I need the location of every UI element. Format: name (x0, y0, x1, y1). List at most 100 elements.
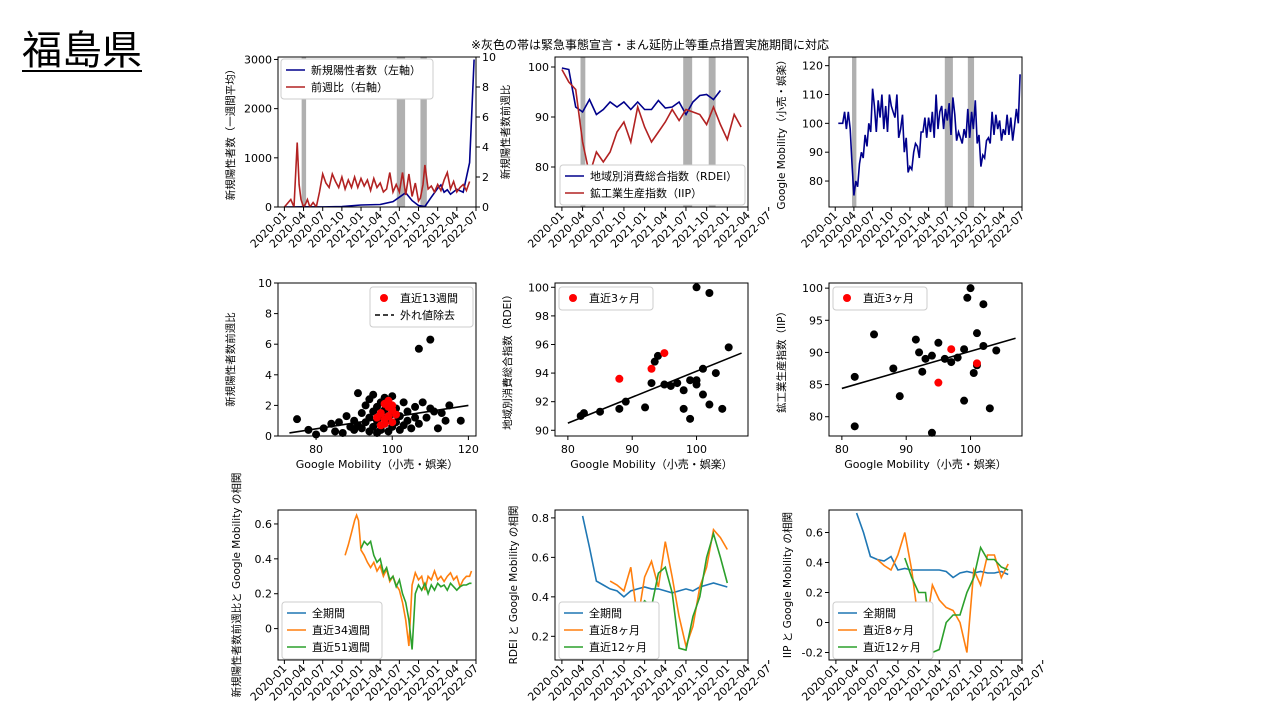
axes-frame (828, 509, 1023, 661)
scatter-point (327, 419, 336, 428)
scatter-point (441, 416, 450, 425)
y2-tick-label: 10 (482, 51, 496, 64)
scatter-point (353, 389, 362, 398)
y-tick-label: -0.2 (802, 647, 823, 660)
y-tick-label: 80 (535, 161, 549, 174)
recent-point (388, 418, 397, 427)
scatter-point (979, 300, 988, 309)
legend-label: 直近3ヶ月 (589, 291, 640, 305)
y-tick-label: 90 (809, 346, 823, 359)
x-tick-label: 90 (625, 443, 639, 456)
recent-point (392, 410, 401, 419)
y-tick-label: 0.8 (532, 512, 550, 525)
recent-point (376, 409, 385, 418)
y-tick-label: 80 (809, 411, 823, 424)
y2-tick-label: 0 (482, 201, 489, 214)
y-tick-label: 90 (535, 424, 549, 437)
y-tick-label: 1000 (244, 152, 272, 165)
y-tick-label: 92 (535, 396, 549, 409)
y-tick-label: 8 (265, 308, 272, 321)
legend-label: 鉱工業生産指数（IIP） (590, 186, 702, 200)
chart-scatter-iip: 80 85 90 95 100 80 90 100 鉱工業生産指数（IIP） Google Mob… (775, 282, 1023, 471)
scatter-point (369, 422, 378, 431)
series-line (637, 530, 729, 652)
recent-point (376, 421, 385, 430)
scatter-point (947, 358, 956, 367)
scatter-point (414, 419, 423, 428)
axes-frame (828, 282, 1023, 437)
scatter-point (369, 390, 378, 399)
shaded-band (944, 57, 953, 207)
scatter-point (698, 364, 707, 373)
y-tick-label: 94 (535, 367, 549, 380)
x-tick-label: 100 (382, 443, 403, 456)
legend-box (281, 601, 383, 660)
scatter-point (850, 372, 859, 381)
series-line (561, 67, 722, 117)
scatter-point (992, 346, 1001, 355)
y-tick-label: 10 (258, 277, 272, 290)
scatter-point (698, 390, 707, 399)
axes-frame (554, 509, 749, 661)
shaded-band (580, 57, 586, 207)
scatter-point (653, 351, 662, 360)
scatter-point (705, 400, 714, 409)
shaded-band (708, 57, 716, 207)
y-tick-label: 0.6 (806, 527, 824, 540)
recent-point (660, 349, 669, 358)
x-tick-label: 100 (960, 443, 981, 456)
recent-point (934, 378, 943, 387)
legend-label: 直近8ヶ月 (589, 623, 640, 637)
y-tick-label: 95 (809, 314, 823, 327)
scatter-point (312, 430, 321, 439)
legend-marker (843, 294, 851, 302)
series-line (904, 545, 1009, 654)
legend-box (280, 58, 434, 100)
y-axis-label: IIP と Google Mobility の相関 (781, 512, 794, 658)
scatter-point (596, 407, 605, 416)
scatter-point (960, 345, 969, 354)
recent-point (972, 359, 981, 368)
shaded-band (420, 57, 427, 207)
scatter-point (456, 416, 465, 425)
scatter-point (433, 424, 442, 433)
scatter-point (414, 344, 423, 353)
scatter-point (418, 398, 427, 407)
y-tick-label: 3000 (244, 53, 272, 66)
y-tick-label: 0.2 (532, 630, 550, 643)
scatter-point (579, 409, 588, 418)
y-tick-label: 0 (265, 623, 272, 636)
y-tick-label: 0.4 (532, 591, 550, 604)
scatter-point (660, 380, 669, 389)
y-tick-label: 6 (265, 338, 272, 351)
y-tick-label: 96 (535, 338, 549, 351)
recent-point (647, 364, 656, 373)
x-tick-label: 90 (899, 443, 913, 456)
scatter-point (293, 415, 302, 424)
scatter-point (679, 404, 688, 413)
y-tick-label: 0.2 (806, 587, 824, 600)
chart-scatter-cases: 0 2 4 6 8 10 80 100 120 新規陽性者数前週比 Google Mobility（… (224, 277, 479, 471)
recent-point (615, 374, 624, 383)
legend-label: 新規陽性者数（左軸） (311, 63, 421, 77)
y-tick-label: 110 (802, 89, 823, 102)
y-tick-label: 2000 (244, 103, 272, 116)
scatter-point (331, 427, 340, 436)
shading-note: ※灰色の帯は緊急事態宣言・まん延防止等重点措置実施期間に対応 (470, 38, 830, 52)
axes-frame (828, 56, 1023, 208)
scatter-point (953, 353, 962, 362)
scatter-point (361, 401, 370, 410)
scatter-point (666, 381, 675, 390)
chart-corr-iip: -0.200.20.40.62020-012020-042020-072020-… (781, 509, 1048, 704)
scatter-point (895, 392, 904, 401)
scatter-point (969, 369, 978, 377)
scatter-point (915, 348, 924, 357)
scatter-point (979, 342, 988, 350)
series-line (855, 512, 1009, 579)
fit-line (841, 337, 1016, 390)
x-tick-label: 80 (309, 443, 323, 456)
legend-label: 直近34週間 (312, 623, 370, 637)
scatter-point (357, 409, 366, 418)
series-line (876, 532, 1009, 653)
